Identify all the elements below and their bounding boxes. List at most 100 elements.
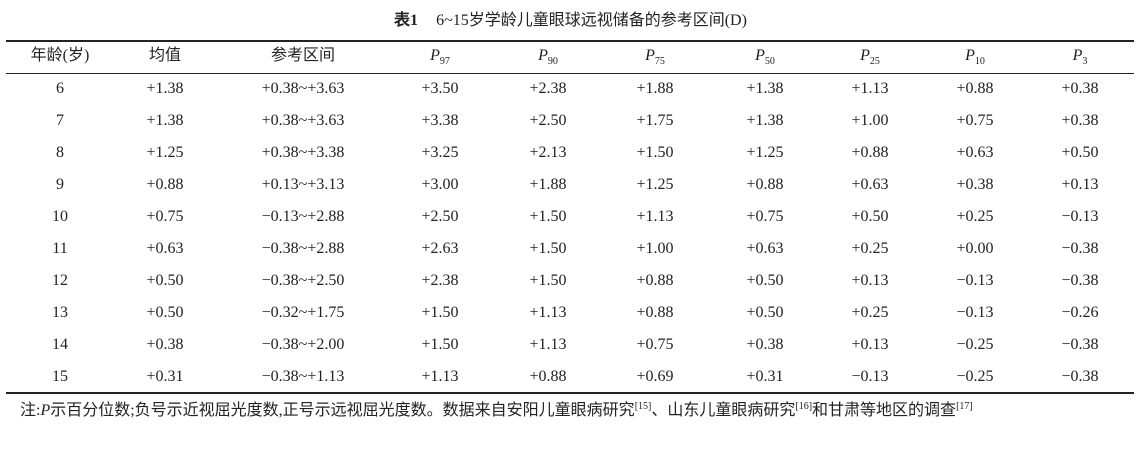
table-cell: +0.50 [146,272,184,289]
table-cell: +1.88 [636,80,674,97]
table-cell: −0.13 [956,304,994,321]
table-cell: +0.63 [146,240,184,257]
table-cell: +0.31 [146,368,184,385]
citation: [16] [795,401,813,412]
table-cell: −0.13 [1061,208,1099,225]
table-cell: +0.88 [746,176,784,193]
header-subscript: 90 [547,56,558,67]
table-cell: +0.63 [746,240,784,257]
table-cell: +0.75 [956,112,994,129]
table-cell: +3.00 [421,176,459,193]
table-note: 注:P示百分位数;负号示近视屈光度数,正号示远视屈光度数。数据来自安阳儿童眼病研… [8,396,1134,426]
table-cell: +0.50 [851,208,889,225]
table-cell: 7 [56,112,64,129]
title-text: 6~15岁学龄儿童眼球远视储备的参考区间(D) [436,12,747,29]
table-cell: +0.50 [746,272,784,289]
table-cell: 9 [56,176,64,193]
note-text: 、山东儿童眼病研究 [651,402,796,419]
table-cell: +1.50 [636,144,674,161]
header-subscript: 50 [764,56,775,67]
header-cell: P75 [645,46,665,72]
table-cell: +1.00 [851,112,889,129]
header-cell: P25 [860,46,880,72]
table-cell: +0.63 [851,176,889,193]
table-cell: +1.13 [529,336,567,353]
table-cell: +1.75 [636,112,674,129]
header-text: P [645,47,655,64]
table-cell: −0.38 [1061,368,1099,385]
table-cell: +2.13 [529,144,567,161]
title-label: 表1 [394,12,419,29]
table-title: 表1 6~15岁学龄儿童眼球远视储备的参考区间(D) [0,6,1141,30]
note-text: 注: [20,402,41,419]
table-cell: −0.13~+2.88 [261,208,345,225]
table-cell: +0.88 [146,176,184,193]
table-cell: +1.50 [529,240,567,257]
table-cell: +0.25 [851,240,889,257]
table-cell: +0.38~+3.38 [261,144,345,161]
table-cell: 8 [56,144,64,161]
table-cell: +0.75 [636,336,674,353]
table-cell: +1.50 [529,272,567,289]
table-cell: +1.38 [146,80,184,97]
header-subscript: 75 [654,56,665,67]
table-cell: +3.25 [421,144,459,161]
table-cell: +1.38 [146,112,184,129]
table-cell: −0.13 [851,368,889,385]
table-cell: +2.50 [529,112,567,129]
table-cell: +1.50 [529,208,567,225]
note-text: 示百分位数;负号示近视屈光度数,正号示远视屈光度数。数据来自安阳儿童眼病研究 [50,402,635,419]
table-cell: +2.38 [421,272,459,289]
table-cell: 11 [52,240,68,257]
table-cell: +0.25 [851,304,889,321]
table-cell: −0.38 [1061,240,1099,257]
table-cell: 15 [52,368,68,385]
header-cell: P90 [538,46,558,72]
table-cell: −0.38~+2.50 [261,272,345,289]
table-cell: +0.50 [746,304,784,321]
table-cell: +0.38 [146,336,184,353]
table-cell: +0.69 [636,368,674,385]
header-text: P [538,47,548,64]
table-cell: +1.13 [421,368,459,385]
table-cell: +1.38 [746,80,784,97]
table-cell: 13 [52,304,68,321]
table-cell: +0.00 [956,240,994,257]
note-text: 和甘肃等地区的调查 [812,402,957,419]
table-cell: 6 [56,80,64,97]
header-text: 均值 [148,47,182,64]
table-cell: −0.38~+2.88 [261,240,345,257]
table-cell: +0.88 [636,272,674,289]
header-subscript: 10 [974,56,985,67]
table-cell: −0.38 [1061,272,1099,289]
table-cell: −0.38 [1061,336,1099,353]
table-cell: +0.88 [529,368,567,385]
header-cell: P10 [965,46,985,72]
header-text: P [755,47,765,64]
table-cell: +1.13 [636,208,674,225]
table-cell: +0.88 [636,304,674,321]
table-cell: +1.88 [529,176,567,193]
table-cell: −0.32~+1.75 [261,304,345,321]
table-cell: −0.25 [956,336,994,353]
table-cell: +1.13 [529,304,567,321]
table-cell: 10 [52,208,68,225]
citation: [17] [956,401,973,412]
table-cell: −0.26 [1061,304,1099,321]
header-subscript: 25 [869,56,880,67]
header-text: P [1072,47,1083,64]
table-cell: +0.13~+3.13 [261,176,345,193]
header-subscript: 97 [439,56,450,67]
table-cell: +0.38 [956,176,994,193]
table-cell: +1.00 [636,240,674,257]
header-text: 参考区间 [270,47,336,64]
table-cell: +0.13 [851,336,889,353]
table-cell: +0.75 [146,208,184,225]
header-cell: P3 [1073,46,1088,72]
header-rule [6,73,1134,74]
bottom-rule [6,392,1134,394]
header-cell: 参考区间 [271,46,335,66]
table-cell: −0.25 [956,368,994,385]
table-cell: +0.88 [956,80,994,97]
